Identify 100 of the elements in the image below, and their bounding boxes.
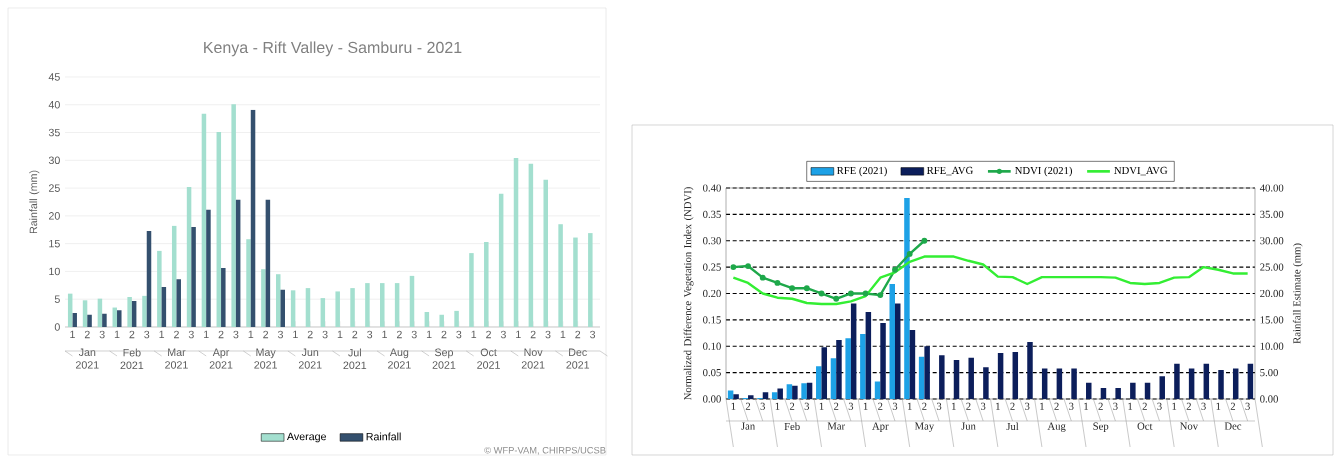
x-tick-label: 2 — [575, 330, 581, 339]
y-tick-label: 15 — [49, 239, 60, 248]
text: May — [914, 422, 935, 432]
x-tick-label: 2 — [1098, 402, 1103, 410]
x-tick-label: 3 — [1113, 402, 1118, 410]
x-tick-label: 3 — [144, 330, 150, 339]
y-tick-label: 0.10 — [703, 342, 721, 350]
x-tick-label: 1 — [516, 330, 521, 339]
y-tick-label: 30 — [48, 156, 60, 165]
y2-tick-label: 15.00 — [1260, 316, 1284, 324]
y-tick-label: 0 — [54, 323, 60, 331]
text: Sep 2021 — [432, 348, 456, 369]
text: Nov — [1180, 422, 1199, 430]
y-tick-label: 0.25 — [703, 263, 721, 271]
x-tick-label: 2 — [307, 330, 313, 339]
x-tick-label: 3 — [456, 330, 462, 339]
x-tick-label: 1 — [1084, 402, 1089, 410]
text: Apr — [872, 422, 889, 432]
x-tick-label: 3 — [411, 330, 417, 339]
x-tick-label: 1 — [560, 330, 566, 339]
x-tick-label: 3 — [99, 330, 105, 339]
x-tick-label: 2 — [218, 330, 224, 339]
y-axis-title: Rainfall (mm) — [29, 170, 40, 234]
y-tick-label: 5 — [54, 295, 60, 303]
y-axis-title: Normalized Difference Vegetation Index (NDVI) — [683, 187, 694, 400]
x-tick-label: 1 — [1040, 402, 1044, 410]
x-tick-label: 1 — [248, 330, 254, 339]
x-tick-label: 1 — [337, 330, 343, 339]
text: Feb 2021 — [120, 348, 144, 370]
x-tick-label: 2 — [1010, 402, 1015, 410]
y2-axis-title: Rainfall Estimate (mm) — [1292, 243, 1303, 344]
x-tick-label: 2 — [486, 330, 491, 339]
y-tick-label: 0.05 — [703, 368, 721, 377]
x-tick-label: 3 — [1245, 402, 1250, 410]
y-tick-label: 0.20 — [703, 289, 721, 298]
text: Aug 2021 — [388, 348, 411, 369]
x-tick-label: 2 — [745, 402, 751, 410]
x-tick-label: 3 — [188, 330, 194, 339]
x-tick-label: 2 — [1186, 402, 1191, 410]
text: Mar 2021 — [165, 348, 188, 369]
text: Nov 2021 — [521, 348, 545, 369]
text: Oct 2021 — [477, 348, 500, 369]
y-tick-label: 10 — [49, 267, 60, 276]
x-tick-label: 2 — [129, 330, 135, 339]
text: Jul 2021 — [343, 348, 367, 370]
x-tick-label: 3 — [1201, 402, 1206, 410]
x-tick-label: 1 — [159, 330, 165, 339]
x-tick-label: 2 — [878, 402, 883, 410]
y-tick-label: 0.40 — [703, 184, 721, 192]
x-tick-label: 1 — [863, 402, 868, 410]
x-tick-label: 3 — [590, 330, 596, 339]
x-tick-label: 3 — [545, 330, 551, 339]
y2-tick-label: 25.00 — [1260, 263, 1284, 271]
x-tick-label: 3 — [804, 402, 810, 410]
x-tick-label: 2 — [174, 330, 179, 339]
x-tick-label: 1 — [114, 330, 120, 339]
text: Dec — [1224, 422, 1242, 430]
x-tick-label: 2 — [84, 330, 90, 339]
y2-tick-label: 0.00 — [1260, 395, 1278, 403]
legend-label: RFE (2021) — [836, 166, 887, 177]
y2-tick-label: 10.00 — [1260, 342, 1284, 350]
text: © WFP-VAM, CHIRPS/UCSB — [484, 446, 606, 455]
x-tick-label: 2 — [441, 330, 447, 339]
x-tick-label: 1 — [471, 330, 477, 339]
chart-title: Kenya - Rift Valley - Samburu - 2021 — [204, 41, 462, 57]
x-tick-label: 3 — [277, 330, 283, 339]
text: Mar — [827, 422, 845, 430]
x-tick-label: 1 — [70, 330, 75, 339]
x-tick-label: 1 — [731, 402, 736, 410]
y-tick-label: 20 — [48, 212, 60, 220]
text: Jun — [961, 422, 976, 430]
x-tick-label: 3 — [760, 402, 765, 410]
x-tick-label: 1 — [1216, 402, 1221, 410]
text: Apr 2021 — [209, 348, 233, 369]
legend-label: NDVI_AVG — [1114, 166, 1168, 176]
text: Oct — [1137, 422, 1153, 430]
x-tick-label: 1 — [1128, 402, 1133, 410]
x-tick-label: 3 — [1069, 402, 1074, 410]
y-tick-label: 0.00 — [703, 395, 721, 403]
x-tick-label: 2 — [396, 330, 402, 339]
text: Aug — [1047, 422, 1066, 432]
x-tick-label: 3 — [500, 330, 506, 339]
x-tick-label: 3 — [892, 402, 898, 410]
x-tick-label: 1 — [426, 330, 432, 339]
y-tick-label: 0.15 — [703, 316, 721, 324]
x-tick-label: 2 — [966, 402, 971, 410]
x-tick-label: 1 — [1172, 402, 1177, 410]
x-tick-label: 2 — [352, 330, 358, 339]
y-tick-label: 45 — [48, 73, 60, 81]
text: Jan 2021 — [75, 348, 99, 369]
x-tick-label: 1 — [952, 402, 956, 410]
x-tick-label: 1 — [819, 402, 824, 410]
y2-tick-label: 20.00 — [1260, 289, 1284, 298]
x-tick-label: 2 — [834, 402, 839, 410]
legend-label: RFE_AVG — [926, 166, 973, 176]
x-tick-label: 3 — [980, 402, 986, 410]
legend-label: NDVI (2021) — [1015, 166, 1072, 177]
text: Sep — [1093, 422, 1109, 432]
x-tick-label: 1 — [382, 330, 387, 339]
text: Jan — [741, 422, 755, 430]
